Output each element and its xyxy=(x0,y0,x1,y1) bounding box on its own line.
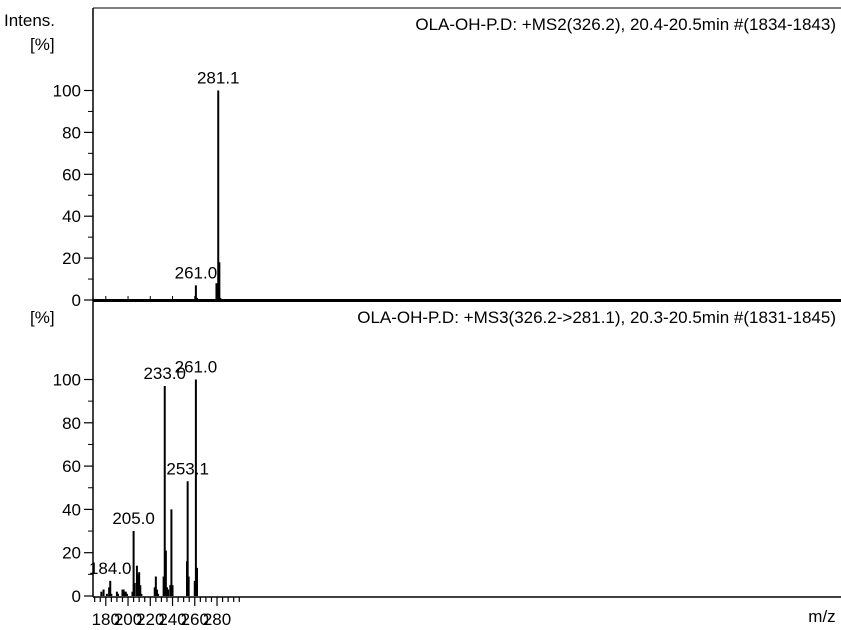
y-tick-label: 20 xyxy=(62,544,81,563)
y-tick-label: 40 xyxy=(62,207,81,226)
bottom-panel-plot: 0 20 40 60 80 100 184.0 205.0 233.0 253.1 261.0 xyxy=(53,358,218,607)
top-panel-plot: 0 20 40 60 80 100 261.0 281.1 xyxy=(53,69,240,311)
y-tick-label: 60 xyxy=(62,165,81,184)
bottom-panel-y-unit: [%] xyxy=(30,308,55,327)
x-tick-label: 260 xyxy=(181,610,209,629)
y-tick-label: 0 xyxy=(72,291,81,310)
x-tick-label: 280 xyxy=(203,610,231,629)
top-panel-title: OLA-OH-P.D: +MS2(326.2), 20.4-20.5min #(… xyxy=(415,15,836,34)
peak-label: 253.1 xyxy=(166,459,209,478)
y-tick-label: 80 xyxy=(62,123,81,142)
x-axis-unit-label: m/z xyxy=(808,607,835,626)
x-tick-label: 220 xyxy=(136,610,164,629)
x-tick-label: 180 xyxy=(92,610,120,629)
bottom-panel-title: OLA-OH-P.D: +MS3(326.2->281.1), 20.3-20.… xyxy=(357,308,836,327)
peak-label: 205.0 xyxy=(112,509,155,528)
y-tick-label: 60 xyxy=(62,457,81,476)
y-tick-label: 80 xyxy=(62,414,81,433)
y-tick-label: 100 xyxy=(53,371,81,390)
y-tick-label: 0 xyxy=(72,587,81,606)
peak-label: 261.0 xyxy=(175,358,218,377)
peak-label: 261.0 xyxy=(175,263,218,282)
y-tick-label: 40 xyxy=(62,500,81,519)
x-tick-label: 200 xyxy=(114,610,142,629)
y-tick-label: 100 xyxy=(53,82,81,101)
y-axis-intensity-label: Intens. xyxy=(4,11,55,30)
peak-label: 233.0 xyxy=(143,364,186,383)
peak-label: 184.0 xyxy=(89,559,132,578)
x-tick-label: 240 xyxy=(158,610,186,629)
y-tick-label: 20 xyxy=(62,249,81,268)
peak-label: 281.1 xyxy=(197,69,240,88)
top-panel-y-unit: [%] xyxy=(30,35,55,54)
